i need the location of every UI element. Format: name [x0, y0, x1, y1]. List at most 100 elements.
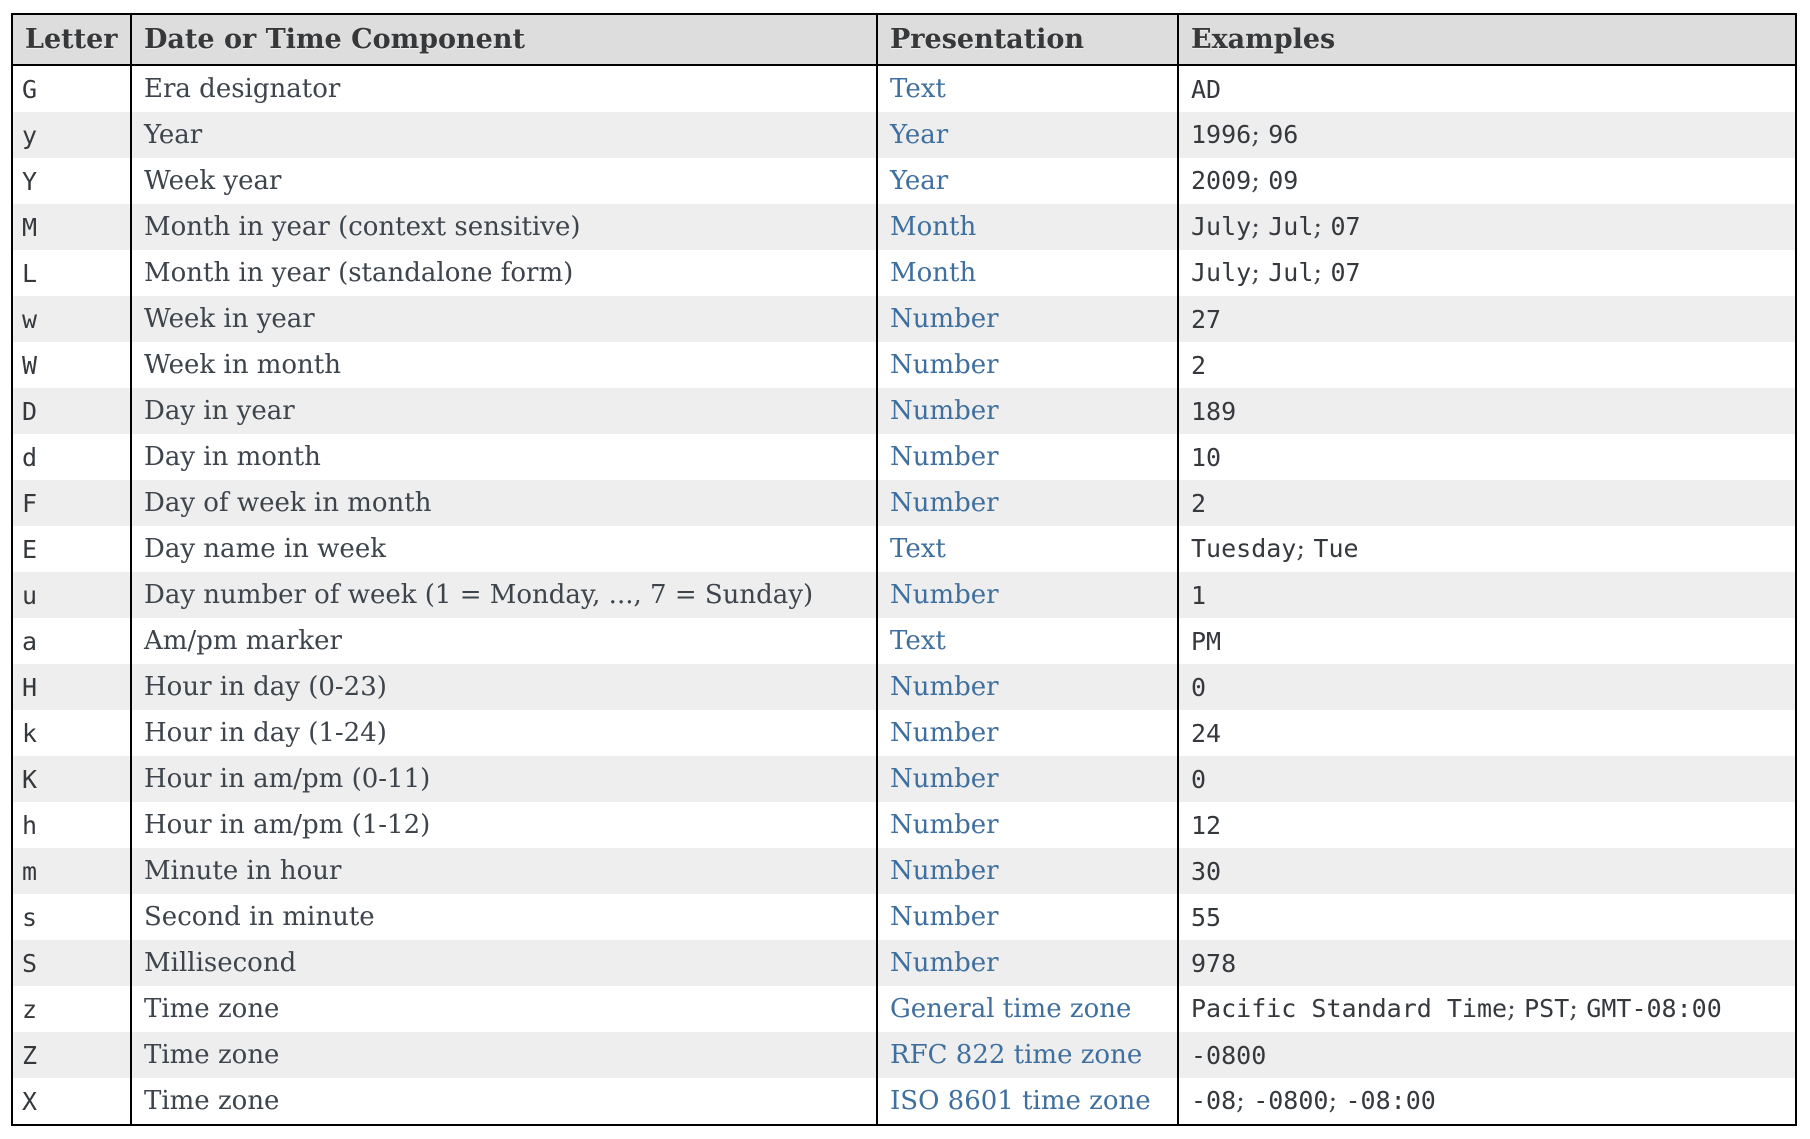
component-cell: Time zone [130, 1032, 877, 1078]
presentation-link[interactable]: Month [890, 258, 977, 288]
component-cell: Hour in day (0-23) [130, 664, 877, 710]
component-cell: Time zone [130, 1078, 877, 1125]
presentation-cell: Number [876, 480, 1178, 526]
examples-cell: 1 [1177, 572, 1796, 618]
table-row: d Day in month Number 10 [12, 434, 1796, 480]
presentation-cell: RFC 822 time zone [876, 1032, 1178, 1078]
examples-cell: 189 [1177, 388, 1796, 434]
table-row: w Week in year Number 27 [12, 296, 1796, 342]
example-value: 0 [1191, 764, 1207, 794]
example-value: July [1191, 258, 1252, 287]
presentation-link[interactable]: Number [890, 488, 999, 518]
presentation-link[interactable]: Number [890, 442, 999, 472]
presentation-link[interactable]: Month [890, 212, 977, 242]
examples-cell: 27 [1177, 296, 1796, 342]
table-row: F Day of week in month Number 2 [12, 480, 1796, 526]
pattern-letter-cell: H [22, 672, 38, 702]
presentation-link[interactable]: Year [890, 166, 949, 196]
component-cell: Week year [130, 158, 877, 204]
column-header-presentation: Presentation [876, 14, 1178, 66]
examples-cell: 30 [1177, 848, 1796, 894]
table-row: z Time zone General time zone Pacific Stand… [12, 986, 1796, 1032]
presentation-link[interactable]: Number [890, 856, 999, 886]
component-cell: Day name in week [130, 526, 877, 572]
presentation-link[interactable]: Number [890, 672, 999, 702]
presentation-link[interactable]: Text [890, 534, 946, 564]
example-value: -0800 [1253, 1086, 1329, 1115]
examples-cell: Pacific Standard Time; PST; GMT-08:00 [1177, 986, 1796, 1032]
pattern-letter-cell: G [22, 74, 38, 104]
examples-cell: 24 [1177, 710, 1796, 756]
component-cell: Era designator [130, 65, 877, 112]
example-value: 0 [1191, 672, 1207, 702]
example-value: 2 [1191, 488, 1207, 518]
example-value: -08 [1191, 1086, 1237, 1115]
presentation-link[interactable]: Text [890, 626, 946, 656]
presentation-link[interactable]: Number [890, 948, 999, 978]
table-row: h Hour in am/pm (1-12) Number 12 [12, 802, 1796, 848]
examples-cell: -0800 [1177, 1032, 1796, 1078]
presentation-link[interactable]: Number [890, 396, 999, 426]
presentation-cell: Number [876, 342, 1178, 388]
examples-cell: July; Jul; 07 [1177, 204, 1796, 250]
presentation-link[interactable]: Number [890, 580, 999, 610]
example-value: 30 [1191, 856, 1222, 886]
example-value: 2 [1191, 350, 1207, 380]
presentation-cell: Number [876, 848, 1178, 894]
pattern-letter-cell: u [22, 580, 38, 610]
presentation-link[interactable]: Number [890, 350, 999, 380]
table-row: W Week in month Number 2 [12, 342, 1796, 388]
example-separator: ; [1507, 994, 1525, 1024]
presentation-link[interactable]: RFC 822 time zone [890, 1040, 1143, 1070]
column-header-examples: Examples [1177, 14, 1796, 66]
presentation-link[interactable]: Text [890, 74, 946, 104]
component-cell: Day in month [130, 434, 877, 480]
examples-cell: 2009; 09 [1177, 158, 1796, 204]
pattern-letter-cell: s [22, 902, 38, 932]
table-row: S Millisecond Number 978 [12, 940, 1796, 986]
example-separator: ; [1296, 534, 1314, 564]
example-separator: ; [1569, 994, 1587, 1024]
component-cell: Month in year (context sensitive) [130, 204, 877, 250]
component-cell: Day of week in month [130, 480, 877, 526]
examples-cell: 55 [1177, 894, 1796, 940]
table-row: u Day number of week (1 = Monday, ..., 7 … [12, 572, 1796, 618]
presentation-cell: Number [876, 756, 1178, 802]
example-value: 24 [1191, 718, 1222, 748]
pattern-letter-cell: Z [22, 1040, 38, 1070]
presentation-link[interactable]: Number [890, 810, 999, 840]
example-value: 07 [1330, 258, 1361, 287]
table-row: H Hour in day (0-23) Number 0 [12, 664, 1796, 710]
presentation-link[interactable]: Number [890, 718, 999, 748]
presentation-link[interactable]: Number [890, 764, 999, 794]
table-row: a Am/pm marker Text PM [12, 618, 1796, 664]
presentation-link[interactable]: Number [890, 902, 999, 932]
presentation-cell: Text [876, 65, 1178, 112]
examples-cell: PM [1177, 618, 1796, 664]
presentation-link[interactable]: Number [890, 304, 999, 334]
component-cell: Year [130, 112, 877, 158]
example-value: Tuesday [1191, 534, 1297, 563]
example-separator: ; [1251, 258, 1269, 288]
pattern-letter-cell: M [22, 212, 38, 242]
table-row: D Day in year Number 189 [12, 388, 1796, 434]
example-value: Jul [1268, 258, 1314, 287]
pattern-letter-cell: X [22, 1086, 38, 1116]
examples-cell: 2 [1177, 480, 1796, 526]
presentation-link[interactable]: General time zone [890, 994, 1132, 1024]
pattern-letter-cell: y [22, 120, 38, 150]
examples-cell: 978 [1177, 940, 1796, 986]
example-value: 1 [1191, 580, 1207, 610]
component-cell: Month in year (standalone form) [130, 250, 877, 296]
date-format-pattern-table: Letter Date or Time Component Presentati… [11, 13, 1797, 1126]
pattern-letter-cell: F [22, 488, 38, 518]
presentation-link[interactable]: ISO 8601 time zone [890, 1086, 1151, 1116]
component-cell: Hour in am/pm (0-11) [130, 756, 877, 802]
table-body: G Era designator Text AD y Year Year 1996; 96 Y W… [12, 65, 1796, 1125]
example-value: Pacific Standard Time [1191, 994, 1508, 1023]
pattern-letter-cell: S [22, 948, 38, 978]
presentation-link[interactable]: Year [890, 120, 949, 150]
table-row: G Era designator Text AD [12, 65, 1796, 112]
header-row: Letter Date or Time Component Presentati… [12, 14, 1796, 66]
table-row: k Hour in day (1-24) Number 24 [12, 710, 1796, 756]
